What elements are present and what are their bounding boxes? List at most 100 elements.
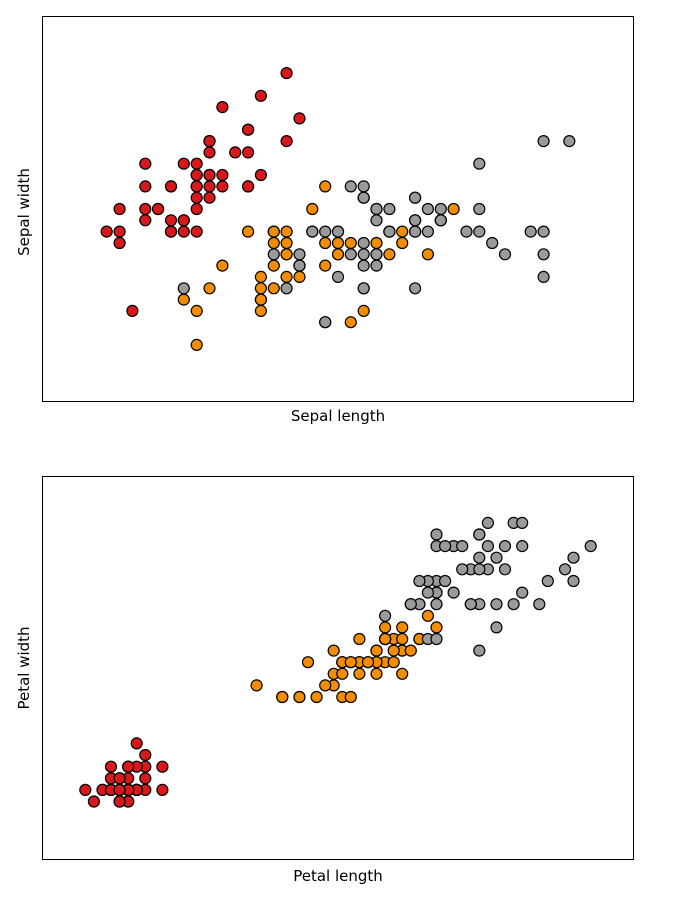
petal-point-virginica-46 (421, 586, 434, 599)
petal-point-versicolor-43 (276, 690, 289, 704)
sepal-point-virginica-41 (434, 214, 447, 227)
petal-point-versicolor-48 (250, 679, 263, 692)
petal-point-virginica-49 (430, 598, 443, 611)
sepal-point-virginica-6 (177, 282, 190, 295)
sepal-point-virginica-27 (331, 225, 345, 238)
sepal-point-setosa-16 (242, 123, 255, 136)
petal-point-versicolor-31 (310, 690, 323, 704)
sepal-point-setosa-31 (242, 180, 255, 193)
petal-point-versicolor-26 (404, 644, 417, 657)
sepal-point-setosa-22 (139, 157, 152, 170)
petal-point-virginica-4 (490, 551, 503, 564)
sepal-point-virginica-31 (563, 135, 576, 148)
sepal-point-versicolor-33 (319, 259, 332, 272)
petal-point-virginica-47 (439, 574, 452, 588)
petal-point-virginica-29 (490, 621, 503, 634)
sepal-point-setosa-42 (113, 202, 126, 216)
sepal-point-versicolor-19 (267, 282, 280, 295)
sepal-point-versicolor-18 (344, 316, 357, 329)
sepal-point-virginica-49 (306, 225, 319, 238)
petal-point-versicolor-23 (396, 667, 409, 680)
petal-point-versicolor-11 (353, 632, 366, 646)
petal-chart: Petal length Petal width (15, 476, 634, 885)
sepal-point-virginica-20 (434, 202, 447, 216)
petal-point-virginica-40 (473, 528, 486, 541)
petal-point-virginica-30 (516, 586, 529, 599)
sepal-point-virginica-8 (409, 282, 422, 295)
sepal-point-versicolor-31 (254, 293, 267, 306)
sepal-point-virginica-2 (460, 225, 473, 238)
sepal-point-versicolor-40 (254, 270, 267, 283)
petal-point-setosa-49 (113, 783, 126, 797)
sepal-point-virginica-0 (357, 191, 370, 204)
sepal-point-setosa-25 (190, 225, 203, 238)
sepal-point-setosa-27 (216, 168, 229, 182)
petal-point-setosa-22 (79, 783, 92, 797)
sepal-point-setosa-49 (190, 191, 203, 204)
sepal-point-setosa-13 (100, 225, 113, 238)
petal-point-virginica-17 (567, 551, 580, 564)
sepal-point-setosa-33 (254, 89, 267, 102)
petal-points (79, 516, 597, 808)
petal-point-versicolor-41 (387, 644, 400, 657)
petal-point-versicolor-29 (293, 690, 306, 704)
petal-point-virginica-38 (404, 598, 417, 611)
sepal-point-setosa-39 (203, 180, 216, 193)
sepal-point-versicolor-49 (280, 248, 293, 261)
petal-point-virginica-31 (541, 574, 554, 588)
petal-point-versicolor-9 (327, 644, 340, 657)
petal-point-setosa-13 (87, 795, 101, 808)
sepal-point-virginica-33 (357, 248, 370, 261)
sepal-x-axis-label: Sepal length (291, 407, 385, 425)
sepal-point-virginica-29 (473, 225, 486, 238)
sepal-plot-frame (42, 16, 634, 402)
petal-point-setosa-45 (113, 772, 126, 785)
sepal-point-versicolor-13 (331, 236, 345, 250)
sepal-point-versicolor-26 (421, 248, 434, 261)
sepal-point-virginica-40 (409, 214, 422, 227)
sepal-point-virginica-5 (524, 225, 537, 238)
sepal-point-virginica-34 (331, 270, 345, 283)
sepal-point-setosa-1 (177, 225, 190, 238)
petal-point-versicolor-36 (396, 632, 409, 646)
sepal-point-setosa-3 (139, 214, 152, 227)
petal-point-virginica-5 (558, 563, 572, 576)
sepal-point-versicolor-4 (383, 248, 396, 261)
sepal-point-setosa-10 (242, 146, 255, 159)
petal-point-virginica-48 (456, 539, 469, 553)
sepal-point-versicolor-38 (267, 225, 280, 238)
sepal-point-setosa-18 (280, 135, 293, 148)
petal-point-setosa-23 (139, 748, 152, 762)
sepal-point-versicolor-42 (293, 270, 306, 283)
sepal-point-setosa-26 (190, 180, 203, 193)
sepal-point-setosa-24 (164, 180, 178, 193)
petal-point-virginica-37 (464, 598, 477, 611)
sepal-point-versicolor-44 (267, 259, 280, 272)
petal-point-versicolor-17 (344, 690, 357, 704)
petal-point-virginica-45 (439, 539, 452, 553)
sepal-point-versicolor-39 (254, 282, 267, 295)
petal-point-virginica-8 (490, 598, 503, 611)
sepal-point-setosa-41 (126, 304, 139, 317)
petal-point-virginica-34 (473, 644, 486, 657)
sepal-point-versicolor-14 (267, 236, 280, 250)
petal-point-virginica-22 (567, 574, 580, 588)
petal-point-versicolor-33 (430, 621, 443, 634)
petal-point-setosa-18 (139, 772, 152, 785)
sepal-point-setosa-17 (203, 168, 216, 182)
petal-point-virginica-28 (473, 563, 486, 576)
sepal-point-setosa-28 (216, 180, 229, 193)
sepal-point-versicolor-8 (396, 236, 409, 250)
sepal-point-versicolor-23 (331, 248, 345, 261)
sepal-chart: Sepal length Sepal width (15, 16, 634, 425)
petal-point-setosa-37 (113, 795, 126, 808)
sepal-point-versicolor-0 (447, 202, 460, 216)
petal-point-virginica-21 (413, 574, 426, 588)
sepal-point-versicolor-28 (319, 236, 332, 250)
petal-point-versicolor-6 (396, 621, 409, 634)
petal-point-virginica-18 (584, 539, 597, 553)
petal-point-virginica-39 (456, 563, 469, 576)
sepal-point-versicolor-43 (190, 304, 203, 317)
sepal-point-virginica-3 (357, 236, 370, 250)
